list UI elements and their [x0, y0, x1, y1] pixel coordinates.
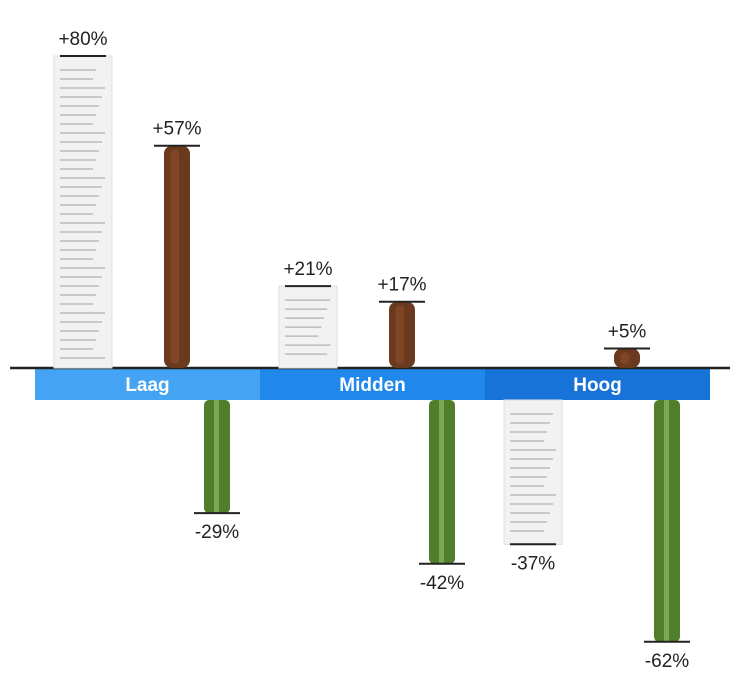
item [614, 348, 640, 368]
item [654, 400, 680, 642]
item [204, 400, 230, 514]
category-label: Midden [339, 375, 406, 396]
item [278, 285, 338, 369]
value-label: +17% [377, 275, 426, 296]
value-label: +5% [608, 322, 647, 343]
category-band [35, 368, 260, 400]
meat-shade [620, 352, 630, 364]
value-label: -29% [195, 522, 239, 543]
leek-highlight [664, 400, 669, 642]
item [429, 400, 455, 564]
leek-highlight [439, 400, 444, 564]
value-label: -42% [420, 573, 464, 594]
value-label: -37% [511, 553, 555, 574]
leek-highlight [214, 400, 219, 514]
category-band [260, 368, 485, 400]
category-label: Laag [125, 375, 169, 396]
category-band [485, 368, 710, 400]
item [53, 55, 113, 369]
category-label: Hoog [573, 375, 622, 396]
value-label: +57% [152, 119, 201, 140]
value-label: +80% [58, 29, 107, 50]
value-label: +21% [283, 259, 332, 280]
item [389, 301, 415, 368]
value-label: -62% [645, 651, 689, 672]
meat-shade [395, 305, 405, 364]
receipt [503, 399, 563, 545]
item [164, 145, 190, 368]
item [503, 399, 563, 545]
receipt [53, 55, 113, 369]
meat-shade [170, 149, 180, 364]
